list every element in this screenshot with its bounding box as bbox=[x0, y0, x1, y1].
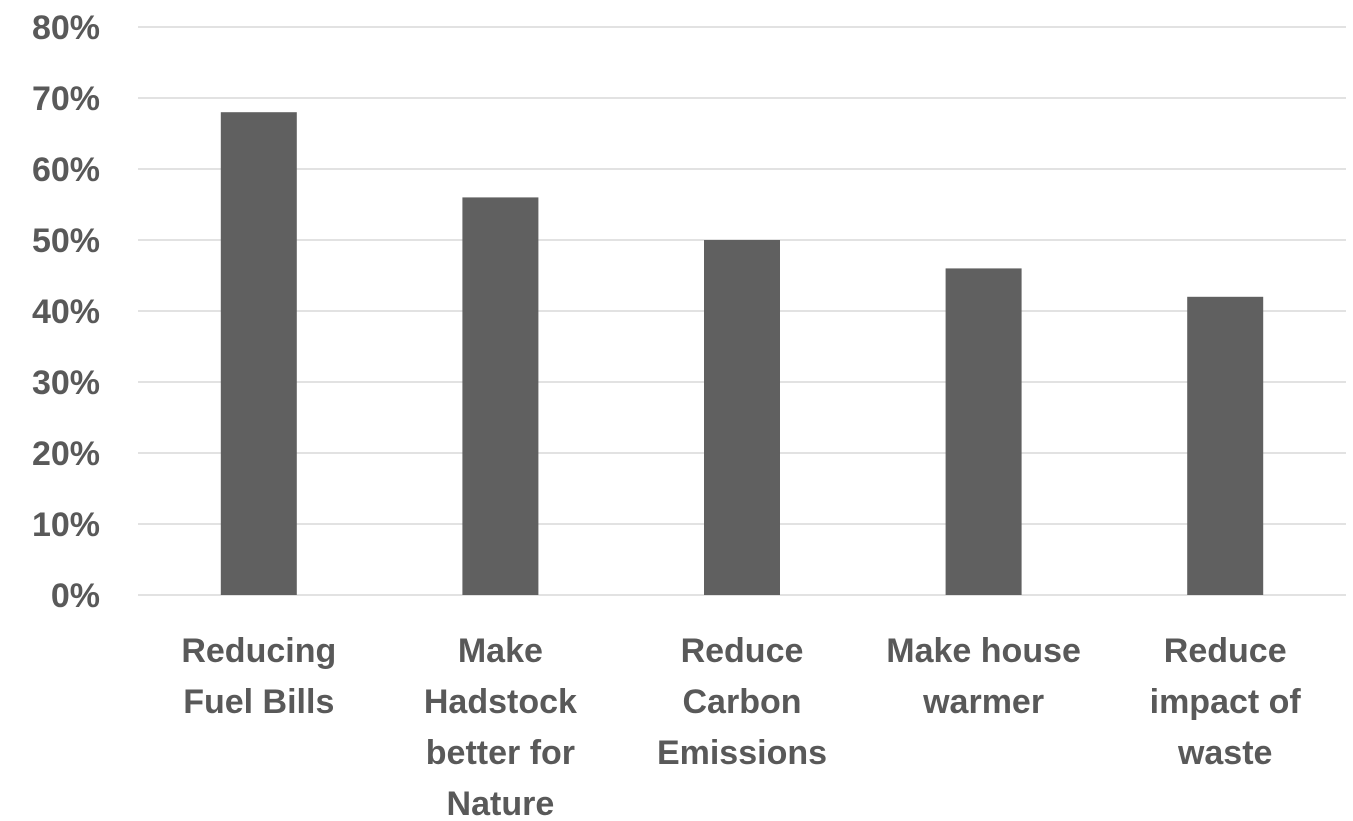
bar bbox=[462, 197, 539, 595]
bar bbox=[945, 268, 1022, 595]
y-tick-label: 30% bbox=[32, 364, 100, 402]
bar bbox=[704, 240, 780, 595]
x-axis-categories: Reducing Fuel Bills Make Hadstock better for… bbox=[181, 632, 1301, 821]
x-category-label: Make house warmer bbox=[886, 632, 1081, 721]
y-tick-label: 40% bbox=[32, 293, 100, 331]
x-category-label: Reduce impact of waste bbox=[1150, 632, 1302, 772]
bars bbox=[220, 112, 1264, 595]
y-tick-label: 20% bbox=[32, 435, 100, 473]
x-category-label: Reducing Fuel Bills bbox=[181, 632, 336, 721]
x-category-label: Make Hadstock better for Nature bbox=[424, 632, 577, 821]
y-tick-label: 60% bbox=[32, 151, 100, 189]
y-axis-ticks: 0% 10% 20% 30% 40% 50% 60% 70% 80% bbox=[32, 9, 100, 615]
x-category-label: Reduce Carbon Emissions bbox=[657, 632, 827, 772]
y-tick-label: 80% bbox=[32, 9, 100, 47]
y-tick-label: 10% bbox=[32, 506, 100, 544]
y-tick-label: 0% bbox=[51, 577, 100, 615]
y-tick-label: 70% bbox=[32, 80, 100, 118]
bar bbox=[220, 112, 297, 595]
bar bbox=[1187, 296, 1264, 595]
y-tick-label: 50% bbox=[32, 222, 100, 260]
